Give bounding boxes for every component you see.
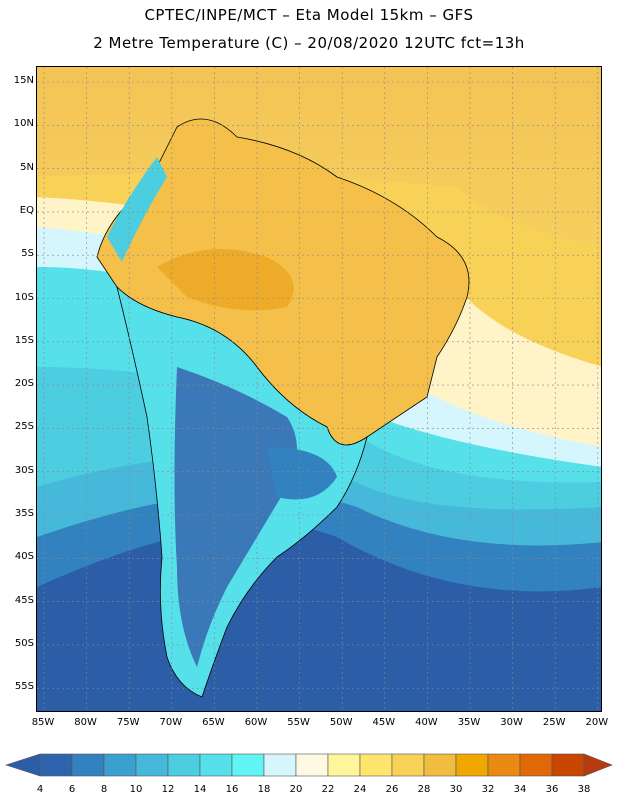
lon-label: 75W xyxy=(116,717,140,728)
lat-label: 5N xyxy=(20,161,34,173)
colorbar-label: 14 xyxy=(193,784,207,795)
lat-label: 45S xyxy=(14,594,34,606)
lon-label: 25W xyxy=(542,717,566,728)
lat-label: 10S xyxy=(14,291,34,303)
map-panel xyxy=(36,66,602,712)
lat-label: 55S xyxy=(14,681,34,693)
colorbar-swatch xyxy=(551,753,585,777)
colorbar-label: 28 xyxy=(417,784,431,795)
colorbar-label: 22 xyxy=(321,784,335,795)
andes-north-ridge xyxy=(107,157,167,262)
lon-label: 55W xyxy=(287,717,310,728)
lat-label: 40S xyxy=(14,551,34,563)
lon-label: 50W xyxy=(329,717,353,728)
lat-label: 15S xyxy=(14,334,34,346)
colorbar-swatch xyxy=(199,753,233,777)
colorbar-label: 8 xyxy=(100,784,108,795)
uruguay-cold-zone xyxy=(267,447,337,500)
colorbar-label: 34 xyxy=(513,784,527,795)
colorbar-high-arrow xyxy=(583,753,613,777)
lon-label: 40W xyxy=(415,717,438,728)
lat-label: 50S xyxy=(14,637,34,649)
lon-label: 30W xyxy=(500,717,523,728)
colorbar xyxy=(5,753,613,777)
temperature-map xyxy=(37,67,601,711)
colorbar-swatch xyxy=(519,753,553,777)
lon-label: 45W xyxy=(372,717,396,728)
lon-label: 85W xyxy=(31,717,55,728)
lat-label: 35S xyxy=(14,508,34,519)
lat-label: 25S xyxy=(14,421,34,433)
colorbar-label: 32 xyxy=(481,784,495,795)
colorbar-swatch xyxy=(103,753,137,777)
colorbar-label: 10 xyxy=(129,784,143,795)
lat-label: 15N xyxy=(13,75,34,86)
colorbar-swatch xyxy=(327,753,361,777)
amazon-hot-zone xyxy=(157,249,294,311)
title-line-1: CPTEC/INPE/MCT – Eta Model 15km – GFS xyxy=(144,6,474,24)
lat-label: 20S xyxy=(14,378,34,390)
colorbar-swatch xyxy=(39,753,73,777)
lon-label: 70W xyxy=(159,717,183,728)
colorbar-swatch xyxy=(359,753,393,777)
lat-label: 30S xyxy=(14,464,34,476)
colorbar-swatch xyxy=(455,753,489,777)
colorbar-label: 26 xyxy=(385,784,399,795)
colorbar-label: 38 xyxy=(577,784,591,795)
colorbar-swatch xyxy=(487,753,521,777)
colorbar-swatch xyxy=(423,753,457,777)
colorbar-swatch xyxy=(167,753,201,777)
colorbar-label: 12 xyxy=(161,784,175,795)
lon-label: 20W xyxy=(585,717,609,728)
colorbar-swatch xyxy=(295,753,329,777)
ocean-band-28 xyxy=(37,67,601,247)
lon-label: 65W xyxy=(202,717,225,728)
colorbar-label: 30 xyxy=(449,784,463,795)
colorbar-swatch xyxy=(263,753,297,777)
lon-label: 35W xyxy=(457,717,481,728)
colorbar-swatch xyxy=(231,753,265,777)
colorbar-label: 6 xyxy=(68,784,76,795)
colorbar-label: 20 xyxy=(289,784,303,795)
lat-label: 10N xyxy=(13,118,34,130)
colorbar-low-arrow xyxy=(5,753,41,777)
colorbar-label: 24 xyxy=(353,784,367,795)
southern-cone-cold-zone xyxy=(174,367,297,667)
colorbar-label: 4 xyxy=(36,784,44,795)
colorbar-label: 16 xyxy=(225,784,239,795)
lon-label: 60W xyxy=(244,717,268,728)
title-line-2: 2 Metre Temperature (C) – 20/08/2020 12U… xyxy=(93,34,525,52)
lat-label: 5S xyxy=(21,248,34,260)
graticule xyxy=(37,67,601,711)
colorbar-label: 18 xyxy=(257,784,271,795)
colorbar-swatch xyxy=(135,753,169,777)
colorbar-label: 36 xyxy=(545,784,559,795)
lat-label: EQ xyxy=(19,204,34,216)
colorbar-swatch xyxy=(391,753,425,777)
lon-label: 80W xyxy=(74,717,97,728)
colorbar-swatch xyxy=(71,753,105,777)
